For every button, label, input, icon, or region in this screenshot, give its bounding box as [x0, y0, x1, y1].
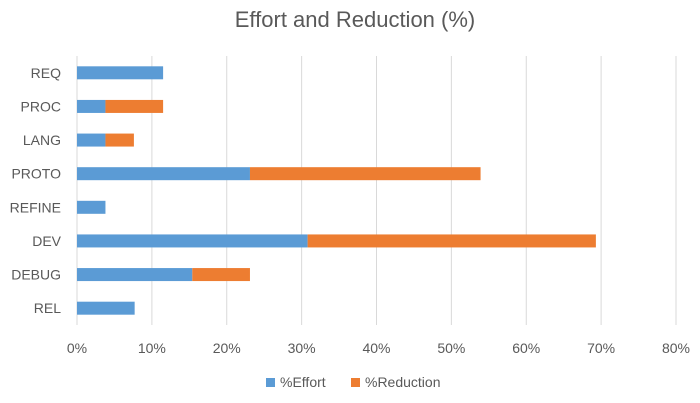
bar-effort [77, 268, 193, 282]
bar-reduction [307, 234, 596, 248]
bar-reduction [105, 133, 134, 147]
x-tick-label: 30% [288, 340, 316, 356]
category-labels: REQ PROC LANG PROTO REFINE DEV DEBUG REL [10, 65, 62, 316]
bar-effort [77, 133, 106, 147]
x-tick-label: 50% [437, 340, 465, 356]
bars [77, 66, 596, 315]
category-label: REL [34, 300, 61, 316]
x-axis-tick-labels: 0% 10% 20% 30% 40% 50% 60% 70% 80% [67, 340, 690, 356]
legend-label: %Reduction [365, 374, 441, 390]
category-label: PROTO [11, 166, 61, 182]
x-tick-label: 40% [362, 340, 390, 356]
category-label: DEV [32, 233, 61, 249]
category-label: REFINE [10, 199, 61, 215]
legend: %Effort %Reduction [266, 374, 441, 390]
category-label: REQ [31, 65, 61, 81]
legend-swatch [351, 378, 360, 387]
x-tick-label: 10% [138, 340, 166, 356]
bar-effort [77, 167, 250, 181]
x-tick-label: 70% [587, 340, 615, 356]
legend-swatch [266, 378, 275, 387]
bar-effort [77, 234, 308, 248]
bar-effort [77, 66, 164, 80]
bar-reduction [192, 268, 250, 282]
gridlines [76, 56, 677, 325]
x-tick-label: 0% [67, 340, 87, 356]
bar-effort [77, 200, 106, 214]
x-tick-label: 60% [512, 340, 540, 356]
category-label: DEBUG [11, 267, 61, 283]
category-label: PROC [21, 98, 61, 114]
bar-effort [77, 301, 135, 315]
bar-effort [77, 99, 106, 113]
x-tick-label: 80% [662, 340, 690, 356]
chart-title: Effort and Reduction (%) [235, 7, 476, 32]
category-label: LANG [23, 132, 61, 148]
x-tick-label: 20% [213, 340, 241, 356]
legend-label: %Effort [280, 374, 326, 390]
bar-reduction [249, 167, 481, 181]
bar-reduction [105, 99, 164, 113]
